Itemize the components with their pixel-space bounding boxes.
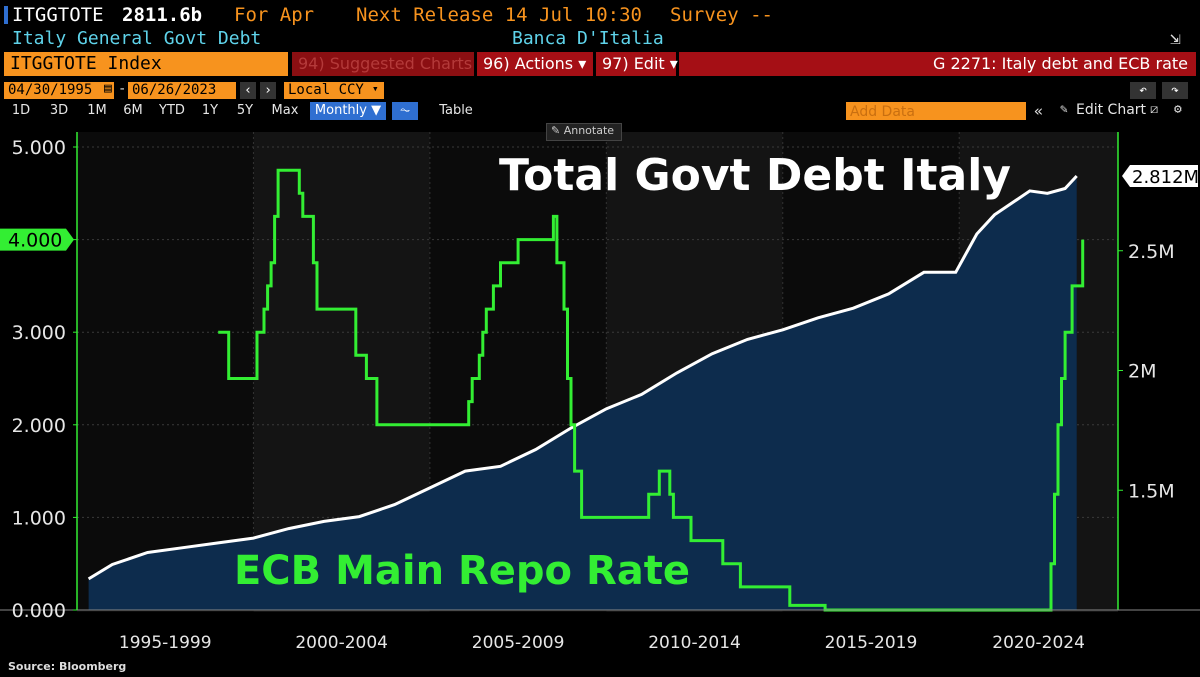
- for-period: For Apr: [234, 4, 315, 26]
- range-3d[interactable]: 3D: [49, 103, 69, 118]
- ticker: ITGGTOTE: [12, 4, 104, 26]
- range-1y[interactable]: 1Y: [201, 103, 219, 118]
- x-tick-label: 2005-2009: [472, 633, 565, 653]
- band: [77, 132, 254, 612]
- range-max[interactable]: Max: [271, 103, 299, 118]
- edit-button[interactable]: 97) Edit ▾: [596, 52, 678, 76]
- period-select[interactable]: Monthly ▼: [310, 102, 386, 120]
- end-date: 06/26/2023: [132, 82, 217, 98]
- last-value-label: 2.812M: [1132, 167, 1199, 188]
- last-value-tag: [1122, 165, 1198, 188]
- start-date: 04/30/1995: [8, 82, 93, 98]
- security-field-text: ITGGTOTE Index: [10, 53, 162, 74]
- debt-area: [88, 176, 1077, 610]
- next-release: Next Release 14 Jul 10:30: [356, 4, 642, 26]
- right-tick-label: 1.5M: [1128, 480, 1175, 502]
- survey: Survey --: [670, 4, 773, 26]
- series-description: Italy General Govt Debt: [12, 28, 262, 49]
- source-note: Source: Bloomberg: [8, 660, 127, 673]
- edit-chart-button[interactable]: Edit Chart: [1076, 102, 1147, 118]
- security-header: ITGGTOTE 2811.6b For Apr Next Release 14…: [0, 0, 1200, 28]
- left-tick-label: 5.000: [12, 137, 66, 159]
- end-date-input[interactable]: 06/26/2023: [128, 82, 236, 99]
- currency-select[interactable]: Local CCY ▾: [284, 82, 384, 99]
- right-tick-label: 2M: [1128, 361, 1156, 383]
- pencil-icon: ✎: [1060, 102, 1068, 117]
- undo-icon[interactable]: ↶: [1130, 82, 1156, 99]
- chart-id: G 2271: Italy debt and ECB rate: [932, 54, 1188, 73]
- collapse-icon[interactable]: «: [1034, 102, 1044, 120]
- chart-area: 0.000 1.000 2.000 3.000 4.000 5.000 1.5M 2M 2.5M…: [0, 122, 1200, 677]
- toolbar: 1D 3D 1M 6M YTD 1Y 5Y Max Monthly ▼ ⏦ Ta…: [0, 100, 1200, 122]
- rate-line: [218, 168, 1085, 612]
- debt-line: [87, 174, 1078, 581]
- table-button[interactable]: Table: [439, 103, 473, 118]
- security-field[interactable]: ITGGTOTE Index: [4, 52, 288, 76]
- prev-period-button[interactable]: ‹: [240, 82, 256, 99]
- actions-label: 96) Actions ▾: [483, 54, 587, 73]
- suggested-charts-label: 94) Suggested Charts: [298, 54, 473, 73]
- next-period-button[interactable]: ›: [260, 82, 276, 99]
- left-tick-label: 1.000: [12, 507, 66, 529]
- add-data-input[interactable]: Add Data: [846, 102, 1026, 120]
- chart-id-field: G 2271: Italy debt and ECB rate: [679, 52, 1196, 76]
- currency-value: Local CCY: [288, 82, 364, 98]
- range-1m[interactable]: 1M: [87, 103, 107, 118]
- chart-title: Total Govt Debt Italy: [499, 150, 1011, 201]
- annotate-text: Annotate: [563, 124, 615, 137]
- suggested-charts-button[interactable]: 94) Suggested Charts: [292, 52, 474, 76]
- left-tick-highlight: [0, 228, 74, 251]
- last-value: 2811.6b: [122, 4, 203, 26]
- annotate-label: ✎ Annotate: [551, 124, 615, 137]
- range-5y[interactable]: 5Y: [236, 103, 254, 118]
- x-tick-label: 2000-2004: [295, 633, 388, 653]
- x-tick-label: 2015-2019: [825, 633, 918, 653]
- left-tick-label: 3.000: [12, 322, 66, 344]
- header-marker: [4, 6, 8, 24]
- right-tick-label: 2.5M: [1128, 241, 1175, 263]
- annotate-button[interactable]: ✎ Annotate: [546, 123, 622, 141]
- chevron-down-icon: ▾: [372, 82, 379, 95]
- date-separator: -: [118, 81, 127, 97]
- export-icon[interactable]: ⇲: [1170, 28, 1181, 49]
- start-date-input[interactable]: 04/30/1995: [4, 82, 114, 99]
- redo-icon[interactable]: ↷: [1162, 82, 1188, 99]
- chart-edit-icon[interactable]: ⧄: [1150, 102, 1159, 117]
- x-tick-label: 1995-1999: [119, 633, 212, 653]
- command-bar: ITGGTOTE Index 94) Suggested Charts 96) …: [0, 52, 1200, 76]
- range-6m[interactable]: 6M: [123, 103, 143, 118]
- rate-annotation: ECB Main Repo Rate: [234, 548, 690, 594]
- line-chart-icon[interactable]: ⏦: [392, 102, 418, 120]
- description-row: Italy General Govt Debt Banca D'Italia ⇲: [0, 28, 1200, 50]
- left-tick-label: 4.000: [8, 230, 62, 252]
- left-tick-label: 2.000: [12, 415, 66, 437]
- date-bar: 04/30/1995 ▤ - 06/26/2023 ‹ › Local CCY …: [0, 80, 1200, 100]
- range-1d[interactable]: 1D: [11, 103, 31, 118]
- source-agency: Banca D'Italia: [512, 28, 664, 49]
- actions-button[interactable]: 96) Actions ▾: [477, 52, 593, 76]
- left-tick-label: 0.000: [12, 600, 66, 622]
- range-ytd[interactable]: YTD: [159, 103, 185, 118]
- edit-label: 97) Edit ▾: [602, 54, 678, 73]
- add-data-placeholder: Add Data: [850, 104, 915, 120]
- gear-icon[interactable]: ⚙: [1174, 102, 1182, 117]
- start-calendar-icon[interactable]: ▤: [104, 81, 112, 96]
- x-tick-label: 2010-2014: [648, 633, 741, 653]
- x-tick-label: 2020-2024: [992, 633, 1085, 653]
